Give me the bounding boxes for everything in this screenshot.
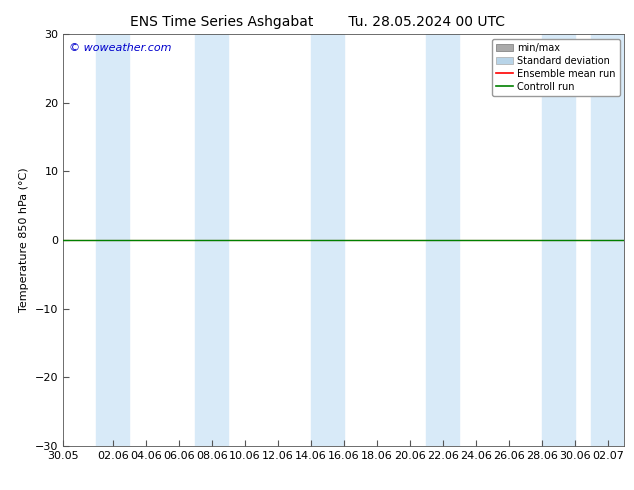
Bar (542, 34, 575, 446)
Legend: min/max, Standard deviation, Ensemble mean run, Controll run: min/max, Standard deviation, Ensemble me… (492, 39, 619, 96)
Bar (592, 34, 624, 446)
Bar (195, 34, 228, 446)
Bar (96, 34, 129, 446)
Y-axis label: Temperature 850 hPa (°C): Temperature 850 hPa (°C) (20, 168, 30, 313)
Text: ENS Time Series Ashgabat        Tu. 28.05.2024 00 UTC: ENS Time Series Ashgabat Tu. 28.05.2024 … (129, 15, 505, 29)
Text: © woweather.com: © woweather.com (69, 43, 172, 52)
Bar (427, 34, 460, 446)
Bar (311, 34, 344, 446)
